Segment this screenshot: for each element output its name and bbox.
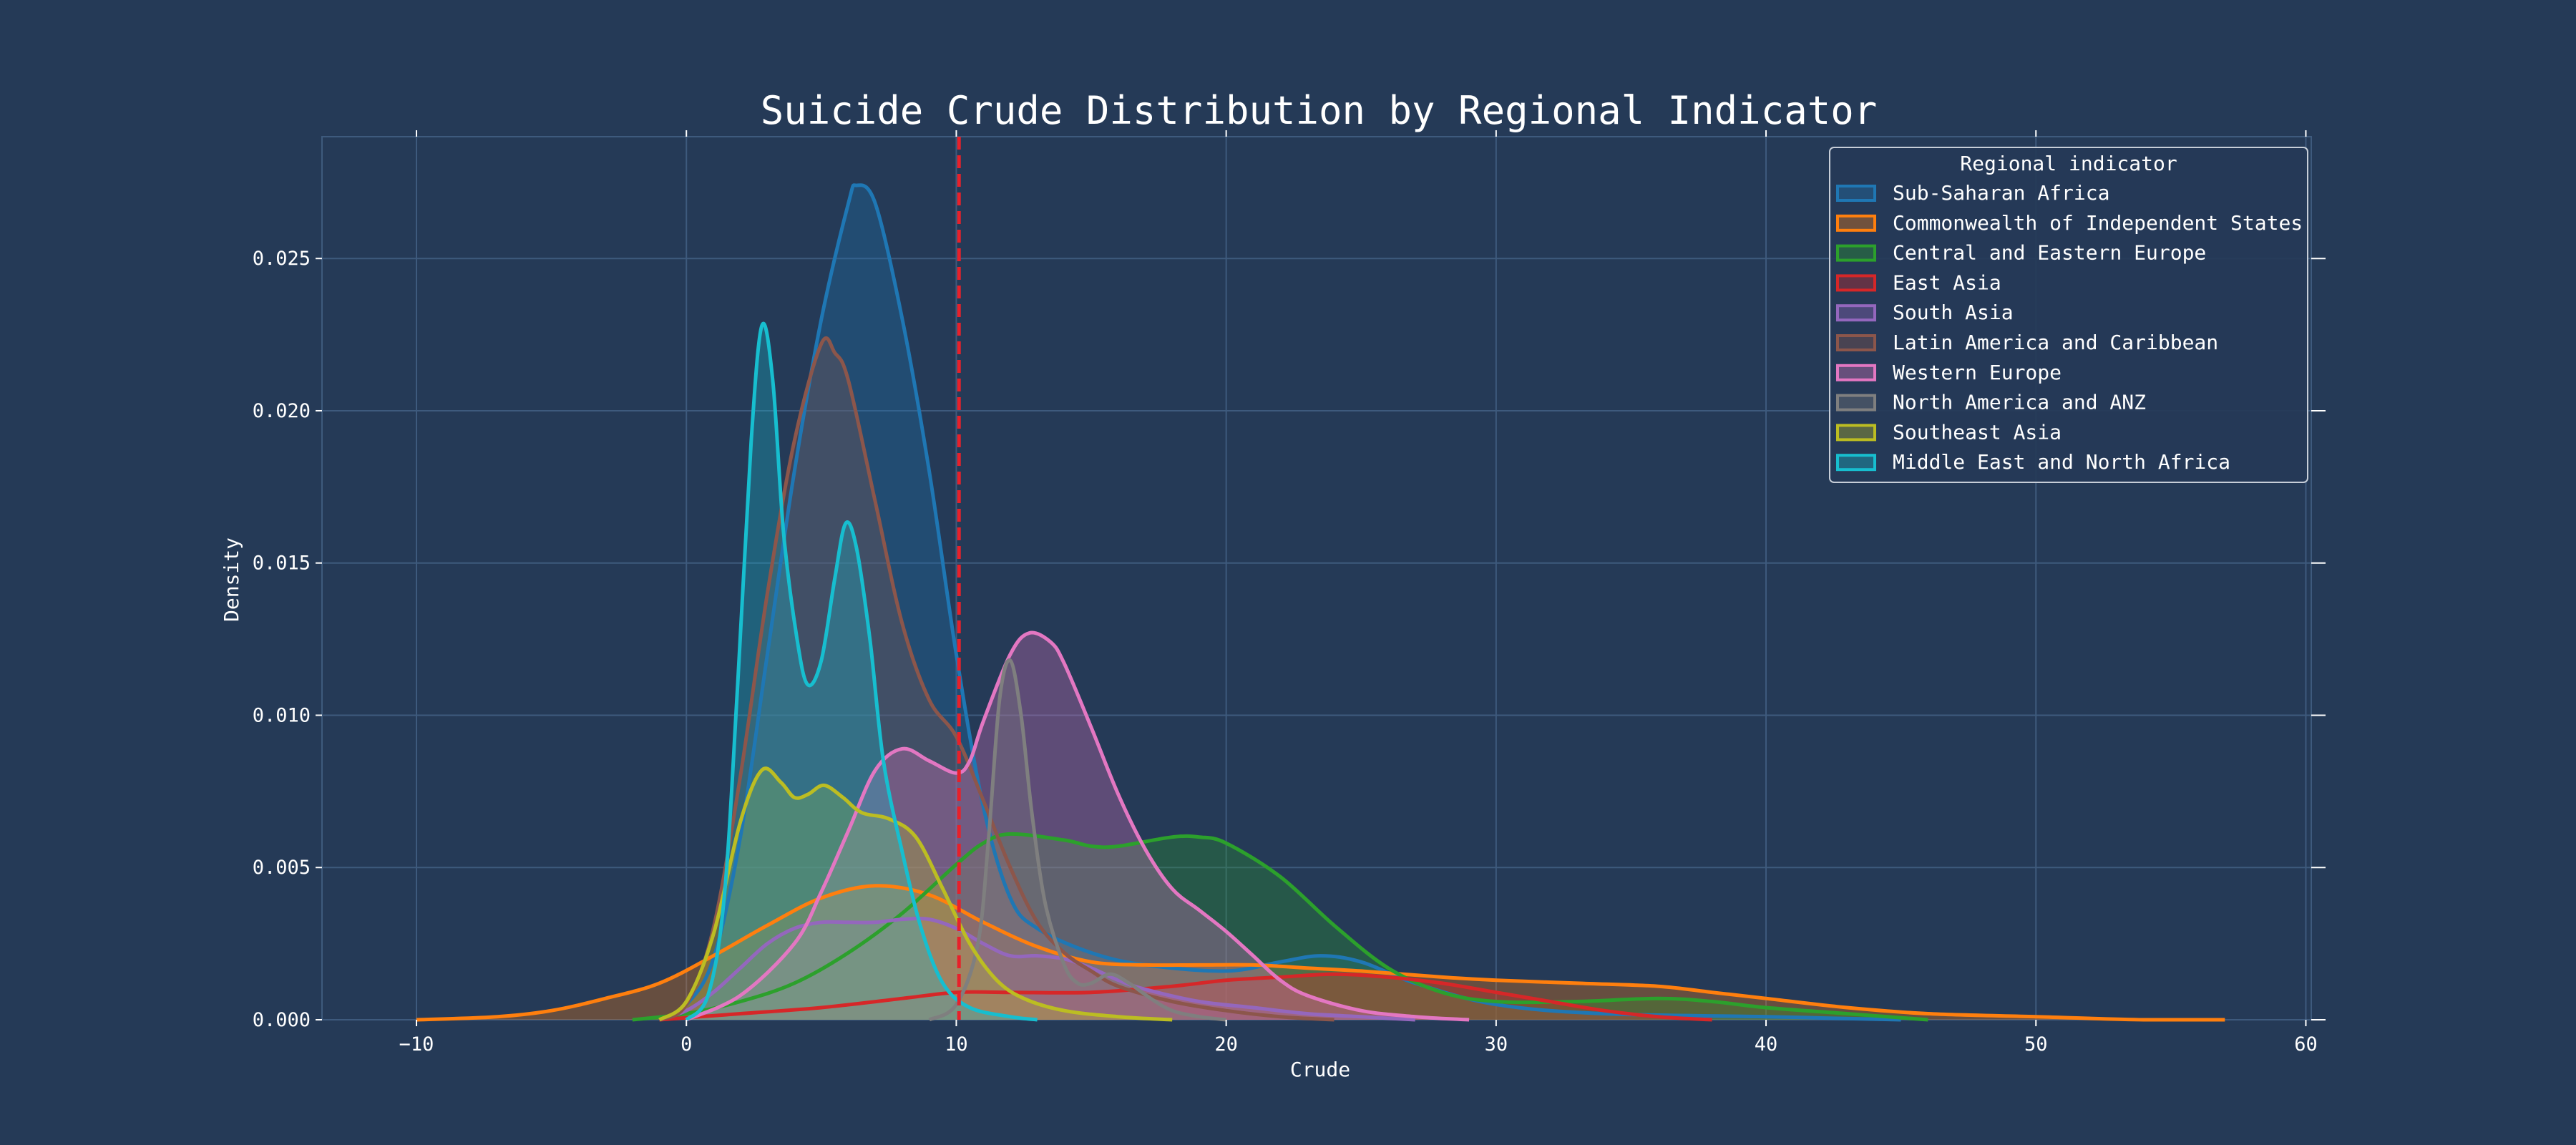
legend-label-latin-america-and-caribbean: Latin America and Caribbean (1893, 331, 2218, 354)
legend: Regional indicator Sub-Saharan Africa Com… (1829, 147, 2308, 483)
legend-swatch-south-asia (1836, 304, 1876, 322)
x-tick-label: −10 (399, 1033, 434, 1056)
legend-swatch-sub-saharan-africa (1836, 185, 1876, 202)
x-tick-label: 10 (945, 1033, 968, 1056)
y-axis-label: Density (220, 537, 243, 622)
density-areas (416, 185, 2225, 1020)
legend-swatch-east-asia (1836, 274, 1876, 292)
legend-label-east-asia: East Asia (1893, 271, 2001, 294)
legend-label-western-europe: Western Europe (1893, 361, 2062, 384)
chart-title: Suicide Crude Distribution by Regional I… (761, 88, 1878, 133)
y-tick-label: 0.010 (253, 704, 311, 726)
legend-box (1829, 147, 2308, 483)
x-tick-label: 60 (2294, 1033, 2318, 1056)
y-tick-label: 0.015 (253, 552, 311, 575)
density-line-western-europe (686, 630, 1470, 1022)
legend-label-central-and-eastern-europe: Central and Eastern Europe (1893, 241, 2206, 265)
legend-swatch-north-america-and-anz (1836, 394, 1876, 411)
legend-swatch-southeast-asia (1836, 424, 1876, 442)
y-tick-label: 0.020 (253, 400, 311, 422)
legend-label-commonwealth-of-independent-states: Commonwealth of Independent States (1893, 211, 2303, 235)
legend-swatch-western-europe (1836, 364, 1876, 381)
x-tick-label: 0 (680, 1033, 692, 1056)
axis-ticks: −10 0 10 20 30 40 50 60 0.000 0.005 0.010 0.015 0.02… (253, 130, 2326, 1056)
density-area-south-asia (659, 918, 1415, 1020)
legend-label-sub-saharan-africa: Sub-Saharan Africa (1893, 181, 2109, 205)
density-area-southeast-asia (659, 768, 1173, 1020)
density-line-central-and-eastern-europe (632, 832, 1928, 1022)
density-area-commonwealth-of-independent-states (416, 885, 2225, 1020)
density-area-central-and-eastern-europe (632, 834, 1928, 1020)
legend-items: Sub-Saharan Africa Commonwealth of Indepe… (1836, 181, 2303, 474)
y-tick-label: 0.025 (253, 248, 311, 270)
density-line-latin-america-and-caribbean (658, 336, 1335, 1022)
legend-swatch-latin-america-and-caribbean (1836, 334, 1876, 351)
legend-swatch-central-and-eastern-europe (1836, 244, 1876, 262)
density-line-southeast-asia (658, 766, 1173, 1022)
legend-label-north-america-and-anz: North America and ANZ (1893, 391, 2146, 414)
legend-swatch-middle-east-and-north-africa (1836, 454, 1876, 472)
density-area-sub-saharan-africa (659, 185, 1901, 1020)
y-tick-label: 0.005 (253, 857, 311, 879)
density-line-middle-east-and-north-africa (685, 321, 1038, 1022)
y-tick-label: 0.000 (253, 1009, 311, 1031)
legend-label-south-asia: South Asia (1893, 301, 2014, 324)
legend-label-middle-east-and-north-africa: Middle East and North Africa (1893, 450, 2230, 474)
x-tick-label: 20 (1214, 1033, 1238, 1056)
legend-title: Regional indicator (1960, 152, 2177, 175)
legend-swatch-commonwealth-of-independent-states (1836, 214, 1876, 232)
x-tick-label: 30 (1485, 1033, 1508, 1056)
density-line-north-america-and-anz (928, 658, 1226, 1022)
density-area-north-america-and-anz (929, 660, 1226, 1020)
x-tick-label: 50 (2024, 1033, 2048, 1056)
density-line-east-asia (659, 972, 1712, 1022)
density-area-middle-east-and-north-africa (686, 323, 1038, 1020)
x-tick-label: 40 (1755, 1033, 1778, 1056)
x-axis-label: Crude (1290, 1058, 1350, 1081)
density-area-latin-america-and-caribbean (659, 338, 1335, 1020)
legend-label-southeast-asia: Southeast Asia (1893, 420, 2062, 444)
